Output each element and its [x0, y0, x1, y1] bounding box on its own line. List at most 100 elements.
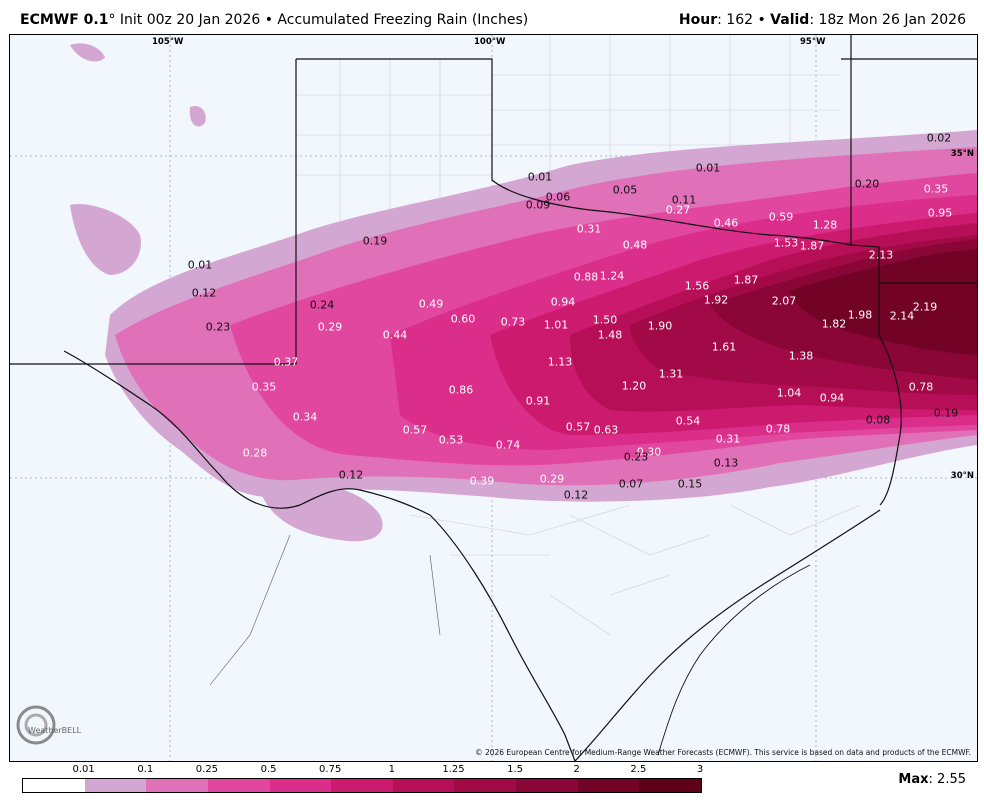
value-label: 0.31	[576, 222, 602, 236]
legend-swatch	[207, 779, 270, 792]
value-label: 0.94	[819, 391, 845, 405]
max-value: Max: 2.55	[898, 772, 966, 787]
value-label: 0.35	[923, 182, 949, 196]
value-label: 0.59	[768, 210, 794, 224]
copyright: © 2026 European Centre for Medium-Range …	[475, 748, 971, 757]
legend-swatch	[331, 779, 393, 792]
value-label: 0.78	[765, 422, 791, 436]
legend-tick-label: 0.1	[137, 764, 154, 775]
value-label: 0.78	[908, 380, 934, 394]
value-label: 0.57	[565, 420, 591, 434]
value-label: 0.31	[715, 432, 741, 446]
value-label: 1.50	[592, 313, 618, 327]
value-label: 0.08	[865, 413, 891, 427]
value-label: 0.39	[469, 474, 495, 488]
swath-blob	[70, 43, 105, 62]
value-label: 1.04	[776, 386, 802, 400]
value-label: 0.73	[500, 315, 526, 329]
value-label: 1.56	[684, 279, 710, 293]
valid-label: Valid	[770, 12, 810, 28]
value-label: 0.01	[695, 161, 721, 175]
legend-tick-label: 2.5	[630, 764, 647, 775]
value-label: 1.92	[703, 293, 729, 307]
value-label: 2.14	[889, 309, 915, 323]
value-label: 0.12	[563, 488, 589, 502]
value-label: 0.53	[438, 433, 464, 447]
legend-swatch	[577, 779, 640, 792]
lon-label-100w: 100°W	[474, 37, 506, 47]
forecast-time: Hour: 162 • Valid: 18z Mon 26 Jan 2026	[679, 12, 966, 28]
init-text: Init 00z 20 Jan 2026 • Accumulated Freez…	[115, 12, 529, 28]
value-label: 0.24	[309, 298, 335, 312]
degree-symbol: °	[108, 12, 116, 28]
valid-value: : 18z Mon 26 Jan 2026	[809, 12, 966, 28]
legend-swatch	[392, 779, 455, 792]
lon-label-105w: 105°W	[152, 37, 184, 47]
value-label: 0.46	[713, 216, 739, 230]
value-label: 0.15	[677, 477, 703, 491]
value-label: 1.31	[658, 367, 684, 381]
value-label: 0.07	[618, 477, 644, 491]
value-label: 0.95	[927, 206, 953, 220]
value-label: 0.57	[402, 423, 428, 437]
value-label: 0.44	[382, 328, 408, 342]
value-label: 0.74	[495, 438, 521, 452]
swath-blob	[260, 483, 383, 542]
logo-text: WeatherBELL	[28, 726, 82, 735]
swath-blob	[189, 105, 206, 127]
value-label: 0.86	[448, 383, 474, 397]
swath-blob	[70, 204, 141, 275]
value-label: 0.34	[292, 410, 318, 424]
value-label: 0.01	[527, 170, 553, 184]
legend-tick-label: 0.01	[72, 764, 95, 775]
value-label: 0.94	[550, 295, 576, 309]
lat-label-30n: 30°N	[950, 471, 974, 481]
legend-tick-label: 3	[696, 764, 704, 775]
value-label: 0.09	[525, 198, 551, 212]
value-label: 0.28	[242, 446, 268, 460]
value-label: 0.23	[205, 320, 231, 334]
value-label: 0.54	[675, 414, 701, 428]
value-label: 1.28	[812, 218, 838, 232]
map-title: ECMWF 0.1° Init 00z 20 Jan 2026 • Accumu…	[20, 12, 528, 28]
value-label: 0.19	[362, 234, 388, 248]
value-label: 1.38	[788, 349, 814, 363]
legend-tick-label: 1.25	[442, 764, 465, 775]
max-label: Max	[898, 772, 929, 787]
value-label: 0.27	[665, 203, 691, 217]
swath-2	[790, 249, 977, 355]
value-label: 0.88	[573, 270, 599, 284]
hour-value: : 162 •	[717, 12, 771, 28]
legend-color-bar	[22, 778, 702, 793]
gulf-water	[575, 497, 977, 761]
value-label: 1.98	[847, 308, 873, 322]
hour-label: Hour	[678, 12, 718, 28]
value-label: 0.13	[713, 456, 739, 470]
legend-tick-label: 0.75	[319, 764, 342, 775]
value-label: 1.82	[821, 317, 847, 331]
max-number: : 2.55	[928, 772, 966, 787]
value-label: 1.87	[733, 273, 759, 287]
value-label: 0.05	[612, 183, 638, 197]
legend-tick-label: 1	[388, 764, 395, 775]
value-label: 0.35	[251, 380, 277, 394]
value-label: 0.91	[525, 394, 551, 408]
lat-label-35n: 35°N	[950, 149, 974, 159]
value-label: 2.13	[868, 248, 894, 262]
legend-swatch	[516, 779, 578, 792]
value-label: 1.01	[543, 318, 569, 332]
model-name: ECMWF 0.1	[20, 12, 109, 28]
value-label: 0.12	[191, 286, 217, 300]
value-label: 0.49	[418, 297, 444, 311]
value-label: 1.13	[547, 355, 573, 369]
value-label: 1.87	[799, 239, 825, 253]
weatherbell-logo	[16, 705, 56, 745]
header: ECMWF 0.1° Init 00z 20 Jan 2026 • Accumu…	[0, 0, 984, 34]
map-panel: 105°W 100°W 95°W 35°N 30°N 0.01 0.06 0.05 0…	[9, 34, 978, 762]
value-label: 0.12	[338, 468, 364, 482]
freezing-rain-map	[10, 35, 977, 761]
value-label: 0.29	[317, 320, 343, 334]
legend-tick-label: 0.25	[195, 764, 219, 775]
legend-tick-label: 1.5	[507, 764, 524, 775]
value-label: 0.63	[593, 423, 619, 437]
